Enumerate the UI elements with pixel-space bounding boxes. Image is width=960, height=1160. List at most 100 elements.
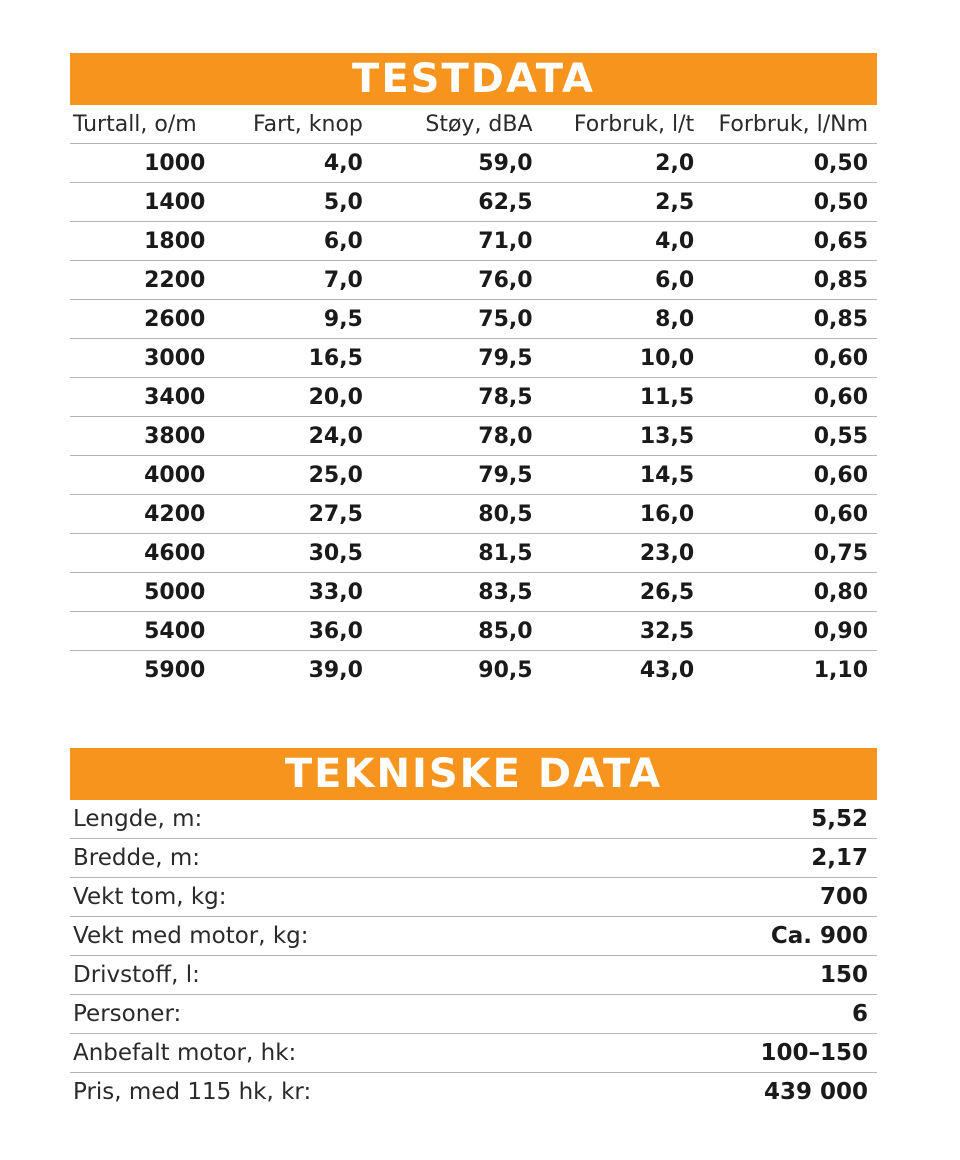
table-row: 3000 16,5 79,5 10,0 0,60 xyxy=(70,338,877,378)
spec-value: 150 xyxy=(819,962,868,988)
tekniske-panel: TEKNISKE DATA Lengde, m: 5,52 Bredde, m: 2,… xyxy=(70,748,877,1111)
spec-label: Drivstoff, l: xyxy=(73,962,200,988)
list-item: Bredde, m: 2,17 xyxy=(70,839,877,878)
list-item: Anbefalt motor, hk: 100–150 xyxy=(70,1034,877,1073)
cell-forbruk-lt: 8,0 xyxy=(532,299,695,339)
cell-stoy: 90,5 xyxy=(478,657,533,683)
cell-fart: 7,0 xyxy=(205,260,363,300)
cell-turtall: 1800 xyxy=(70,221,206,261)
spec-label: Bredde, m: xyxy=(73,845,201,871)
cell-forbruk-lnm: 0,60 xyxy=(694,494,877,534)
cell-fart: 16,5 xyxy=(205,338,363,378)
cell-stoy: 79,5 xyxy=(362,338,533,378)
spec-value: 100–150 xyxy=(760,1040,868,1066)
table-row: 3800 24,0 78,0 13,5 0,55 xyxy=(70,416,877,456)
cell-forbruk-lnm: 0,60 xyxy=(694,455,877,495)
table-row: 4200 27,5 80,5 16,0 0,60 xyxy=(70,494,877,534)
cell-forbruk-lt: 11,5 xyxy=(532,377,695,417)
cell-forbruk-lt: 4,0 xyxy=(532,221,695,261)
cell-turtall: 5900 xyxy=(144,657,206,683)
cell-turtall: 1400 xyxy=(70,182,206,222)
table-row: 2600 9,5 75,0 8,0 0,85 xyxy=(70,299,877,339)
cell-forbruk-lnm: 0,50 xyxy=(694,182,877,222)
cell-forbruk-lnm: 0,90 xyxy=(694,611,877,651)
testdata-body: 1000 4,0 59,0 2,0 0,50 1400 5,0 62,5 2,5 0,50 1800… xyxy=(70,143,877,690)
cell-forbruk-lt: 6,0 xyxy=(532,260,695,300)
column-header-stoy: Støy, dBA xyxy=(362,105,533,144)
spec-value: 6 xyxy=(851,1001,868,1027)
list-item: Personer: 6 xyxy=(70,995,877,1034)
column-header-turtall: Turtall, o/m xyxy=(70,105,206,144)
cell-forbruk-lnm: 0,60 xyxy=(694,377,877,417)
cell-forbruk-lt: 2,0 xyxy=(532,143,695,183)
cell-turtall: 2200 xyxy=(70,260,206,300)
cell-fart: 25,0 xyxy=(205,455,363,495)
cell-stoy: 78,5 xyxy=(362,377,533,417)
cell-stoy: 78,0 xyxy=(362,416,533,456)
table-row: 5400 36,0 85,0 32,5 0,90 xyxy=(70,611,877,651)
cell-stoy: 81,5 xyxy=(362,533,533,573)
tekniske-list: Lengde, m: 5,52 Bredde, m: 2,17 Vekt tom, kg… xyxy=(70,800,877,1111)
cell-forbruk-lnm: 0,55 xyxy=(694,416,877,456)
cell-fart: 30,5 xyxy=(205,533,363,573)
cell-fart: 20,0 xyxy=(205,377,363,417)
testdata-table: Turtall, o/m Fart, knop Støy, dBA Forbru… xyxy=(70,105,877,689)
list-item: Pris, med 115 hk, kr: 439 000 xyxy=(70,1073,877,1111)
spec-label: Lengde, m: xyxy=(73,806,203,832)
cell-turtall: 5400 xyxy=(70,611,206,651)
table-row: 1400 5,0 62,5 2,5 0,50 xyxy=(70,182,877,222)
table-row: 2200 7,0 76,0 6,0 0,85 xyxy=(70,260,877,300)
cell-forbruk-lt: 13,5 xyxy=(532,416,695,456)
spec-value: Ca. 900 xyxy=(770,923,868,949)
cell-fart: 6,0 xyxy=(205,221,363,261)
column-header-fart: Fart, knop xyxy=(205,105,363,144)
table-row: 4000 25,0 79,5 14,5 0,60 xyxy=(70,455,877,495)
spec-label: Vekt med motor, kg: xyxy=(73,923,309,949)
cell-turtall: 4600 xyxy=(70,533,206,573)
testdata-header-row: Turtall, o/m Fart, knop Støy, dBA Forbru… xyxy=(70,105,877,144)
cell-fart: 39,0 xyxy=(308,657,363,683)
cell-turtall: 1000 xyxy=(70,143,206,183)
cell-forbruk-lnm: 0,65 xyxy=(694,221,877,261)
cell-turtall: 2600 xyxy=(70,299,206,339)
cell-fart: 4,0 xyxy=(205,143,363,183)
list-item: Lengde, m: 5,52 xyxy=(70,800,877,839)
tekniske-title: TEKNISKE DATA xyxy=(70,748,877,800)
cell-forbruk-lnm: 0,85 xyxy=(694,260,877,300)
cell-forbruk-lt: 26,5 xyxy=(532,572,695,612)
column-header-forbruk-lnm: Forbruk, l/Nm xyxy=(694,105,877,144)
cell-fart: 24,0 xyxy=(205,416,363,456)
cell-fart: 36,0 xyxy=(205,611,363,651)
spec-value: 439 000 xyxy=(763,1079,868,1105)
cell-turtall: 3800 xyxy=(70,416,206,456)
list-item: Drivstoff, l: 150 xyxy=(70,956,877,995)
cell-forbruk-lt: 10,0 xyxy=(532,338,695,378)
cell-forbruk-lnm: 0,50 xyxy=(694,143,877,183)
cell-forbruk-lnm: 0,85 xyxy=(694,299,877,339)
cell-turtall: 4200 xyxy=(70,494,206,534)
cell-forbruk-lnm: 0,75 xyxy=(694,533,877,573)
spec-value: 2,17 xyxy=(811,845,868,871)
cell-stoy: 79,5 xyxy=(362,455,533,495)
cell-fart: 27,5 xyxy=(205,494,363,534)
spec-value: 5,52 xyxy=(811,806,868,832)
spec-label: Personer: xyxy=(73,1001,182,1027)
cell-turtall: 3000 xyxy=(70,338,206,378)
list-item: Vekt tom, kg: 700 xyxy=(70,878,877,917)
table-row: 1800 6,0 71,0 4,0 0,65 xyxy=(70,221,877,261)
cell-stoy: 80,5 xyxy=(362,494,533,534)
cell-stoy: 71,0 xyxy=(362,221,533,261)
column-header-forbruk-lt: Forbruk, l/t xyxy=(532,105,695,144)
spec-label: Vekt tom, kg: xyxy=(73,884,227,910)
table-row: 4600 30,5 81,5 23,0 0,75 xyxy=(70,533,877,573)
testdata-title: TESTDATA xyxy=(70,53,877,105)
cell-forbruk-lt: 23,0 xyxy=(532,533,695,573)
table-row: 5900 39,0 90,5 43,0 1,10 xyxy=(70,651,877,690)
cell-fart: 5,0 xyxy=(205,182,363,222)
cell-stoy: 75,0 xyxy=(362,299,533,339)
list-item: Vekt med motor, kg: Ca. 900 xyxy=(70,917,877,956)
cell-stoy: 83,5 xyxy=(362,572,533,612)
cell-forbruk-lnm: 0,80 xyxy=(694,572,877,612)
cell-fart: 9,5 xyxy=(205,299,363,339)
spec-value: 700 xyxy=(819,884,868,910)
